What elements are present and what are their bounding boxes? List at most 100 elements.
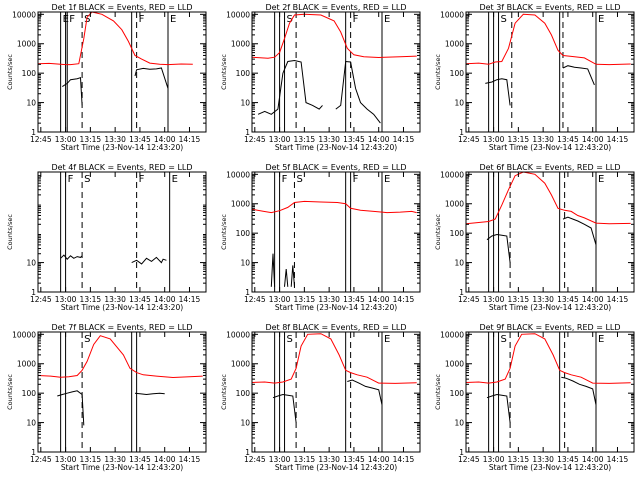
y-axis-label: Counts/sec <box>6 54 14 90</box>
plot-frame <box>465 11 635 133</box>
event-marker-label: E <box>598 14 604 25</box>
event-marker-label: S <box>84 14 90 25</box>
events-series-line <box>131 256 167 265</box>
y-tick-label: 10 <box>454 259 464 268</box>
events-series-line <box>347 379 383 406</box>
x-tick-label: 12:45 <box>244 455 266 464</box>
plot-frame <box>251 11 421 133</box>
chart-title: Det 7f BLACK = Events, RED = LLD <box>51 323 192 332</box>
y-axis-label: Counts/sec <box>220 214 228 250</box>
event-marker-label: E <box>384 334 390 345</box>
x-tick-label: 14:15 <box>607 455 629 464</box>
event-marker-label: S <box>287 14 293 25</box>
x-tick-label: 13:45 <box>129 455 151 464</box>
x-tick-label: 12:45 <box>458 455 480 464</box>
chart-title: Det 4f BLACK = Events, RED = LLD <box>51 163 192 172</box>
y-tick-label: 1000 <box>231 200 250 209</box>
events-series-line <box>270 253 276 287</box>
plot-frame <box>37 11 207 133</box>
event-marker-label: F <box>68 174 74 185</box>
event-marker-label: F <box>282 174 288 185</box>
x-tick-label: 12:45 <box>30 135 52 144</box>
x-tick-label: 13:15 <box>294 455 316 464</box>
x-tick-label: 12:45 <box>30 455 52 464</box>
lld-series-line <box>466 172 631 225</box>
x-tick-label: 12:45 <box>30 295 52 304</box>
event-marker-label: E <box>172 174 178 185</box>
x-tick-label: 13:00 <box>483 135 505 144</box>
events-series-line <box>257 59 323 115</box>
lld-series-line <box>466 333 631 384</box>
lld-series-line <box>38 12 193 66</box>
y-tick-label: 10 <box>26 259 36 268</box>
x-tick-label: 13:45 <box>129 135 151 144</box>
plot-frame <box>37 331 207 453</box>
y-tick-label: 1 <box>245 128 250 137</box>
y-tick-label: 10 <box>26 99 36 108</box>
event-marker-label: F <box>69 14 75 25</box>
y-axis-label: Counts/sec <box>220 374 228 410</box>
event-marker-label: S <box>501 14 507 25</box>
x-tick-label: 12:45 <box>458 295 480 304</box>
x-tick-label: 13:45 <box>343 135 365 144</box>
y-tick-label: 1000 <box>445 360 464 369</box>
y-tick-label: 10000 <box>226 10 250 19</box>
x-tick-label: 13:30 <box>318 295 340 304</box>
x-tick-label: 13:00 <box>55 135 77 144</box>
lld-series-line <box>252 13 417 59</box>
y-tick-label: 100 <box>22 389 37 398</box>
event-marker-label: E <box>170 14 176 25</box>
x-tick-label: 13:30 <box>318 455 340 464</box>
y-tick-label: 1000 <box>17 40 36 49</box>
y-tick-label: 10 <box>240 259 250 268</box>
x-tick-label: 14:00 <box>368 295 390 304</box>
x-tick-label: 14:00 <box>368 455 390 464</box>
x-tick-label: 13:00 <box>55 295 77 304</box>
chart-title: Det 3f BLACK = Events, RED = LLD <box>479 3 620 12</box>
x-tick-label: 13:00 <box>269 295 291 304</box>
y-tick-label: 10 <box>26 419 36 428</box>
x-tick-label: 13:15 <box>508 295 530 304</box>
x-tick-label: 14:15 <box>179 135 201 144</box>
event-marker-label: E <box>384 174 390 185</box>
events-series-line <box>486 393 511 423</box>
chart-title: Det 6f BLACK = Events, RED = LLD <box>479 163 620 172</box>
x-tick-label: 14:00 <box>368 135 390 144</box>
x-tick-label: 13:00 <box>55 455 77 464</box>
event-marker-label: S <box>501 334 507 345</box>
y-tick-label: 1000 <box>231 360 250 369</box>
y-tick-label: 10000 <box>12 10 36 19</box>
y-tick-label: 10 <box>240 99 250 108</box>
y-tick-label: 10000 <box>226 330 250 339</box>
y-tick-label: 1 <box>459 288 464 297</box>
y-tick-label: 1 <box>31 448 36 457</box>
x-axis-label: Start Time (23-Nov-14 12:43:20) <box>275 303 397 312</box>
events-series-line <box>134 67 169 89</box>
events-series-line <box>284 269 289 287</box>
x-tick-label: 13:45 <box>343 295 365 304</box>
plot-frame <box>465 331 635 453</box>
y-tick-label: 1000 <box>231 40 250 49</box>
chart-title: Det 9f BLACK = Events, RED = LLD <box>479 323 620 332</box>
x-axis-label: Start Time (23-Nov-14 12:43:20) <box>61 463 183 472</box>
x-tick-label: 13:30 <box>318 135 340 144</box>
event-marker-label: S <box>296 174 302 185</box>
x-tick-label: 13:15 <box>508 455 530 464</box>
x-tick-label: 12:45 <box>244 135 266 144</box>
y-tick-label: 100 <box>450 389 465 398</box>
event-marker-label: E <box>598 334 604 345</box>
lld-series-line <box>252 200 417 214</box>
y-tick-label: 10000 <box>440 10 464 19</box>
events-series-line <box>486 233 511 263</box>
event-marker-label: F <box>353 174 359 185</box>
lld-series-line <box>38 335 203 379</box>
lld-series-line <box>252 333 417 384</box>
event-marker-label: S <box>84 174 90 185</box>
x-tick-label: 14:00 <box>582 295 604 304</box>
x-tick-label: 13:00 <box>269 135 291 144</box>
y-tick-label: 100 <box>22 69 37 78</box>
x-tick-label: 13:45 <box>129 295 151 304</box>
y-tick-label: 100 <box>236 389 251 398</box>
